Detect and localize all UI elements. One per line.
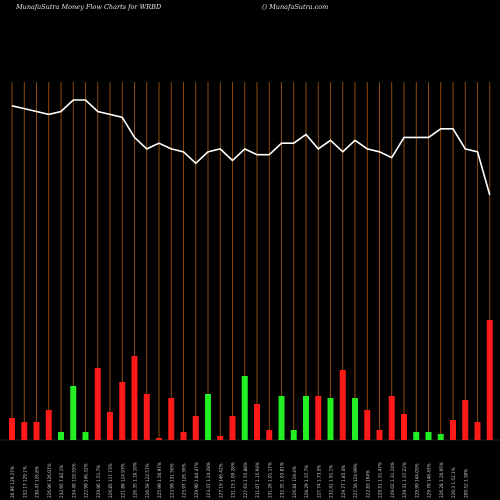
x-tick-label: 227.56 124.99% [353, 463, 358, 498]
x-tick-label: 229.96 1.51.7% [96, 465, 101, 498]
flow-bar [241, 376, 248, 440]
flow-bar [290, 430, 297, 440]
x-tick-label: 232.41 1.91.1% [329, 465, 334, 498]
flow-bar [94, 368, 101, 440]
flow-bar [303, 396, 309, 440]
flow-bar [462, 400, 469, 440]
flow-bar [474, 422, 481, 440]
flow-bar [278, 396, 285, 440]
flow-bar [45, 410, 52, 440]
flow-bar [143, 394, 150, 440]
x-tick-label: 221.89 124.93% [120, 463, 125, 498]
x-tick-label: 229.70 148.45% [427, 463, 432, 498]
flow-bar [229, 416, 236, 440]
x-tick-label: 229.51 1.31.47% [378, 462, 383, 498]
x-tick-label: 223.47 1.24.28% [206, 462, 211, 498]
x-tick-label: 226.96 126.07% [47, 463, 52, 498]
price-line [11, 99, 491, 196]
x-tick-label: 227.74 1.73.5% [316, 465, 321, 498]
x-tick-label: 225.97 126.36% [182, 463, 187, 498]
flow-bar [107, 412, 113, 440]
flow-bar [217, 436, 224, 440]
x-tick-label: 226.28 1.20.95% [439, 462, 444, 498]
x-tick-label: 230.47 126.8% [35, 466, 40, 498]
flow-bar [388, 396, 395, 440]
x-tick-label: 229.77 1.85.4% [341, 465, 346, 498]
x-tick-label: 227.19 146.42% [218, 463, 223, 498]
chart-header: MunafaSutra Money Flow Charts for WRBD (… [0, 0, 500, 14]
flow-bar [425, 432, 432, 440]
flow-bar [437, 434, 444, 440]
flow-bar [376, 430, 383, 440]
x-tick-label: 231.07 1.15.94% [255, 462, 260, 498]
x-tick-label: 231.15 1.09.28% [231, 462, 236, 498]
x-tick-label: 229.02 1.31.24% [390, 462, 395, 498]
flow-bar [364, 410, 371, 440]
flow-bar [180, 432, 187, 440]
flow-bar [327, 398, 334, 440]
x-tick-label: 226.84 119.4% [292, 466, 297, 498]
flow-bar [192, 416, 199, 440]
x-tick-label: 234.49 119.55% [71, 463, 76, 498]
flow-bar [168, 398, 175, 440]
flow-bar [413, 432, 420, 440]
x-tick-label: 225.99 1.50.97% [157, 462, 162, 498]
x-tick-label: 226.59 122.57% [145, 463, 150, 498]
flow-bar [315, 396, 322, 440]
x-tick-label: 232.17 129.1% [22, 466, 27, 498]
flow-bar [70, 386, 77, 440]
site-credit: () MunafaSutra.com [262, 3, 329, 11]
x-tick-label: 229.31 1.37.22% [402, 462, 407, 498]
chart-title: MunafaSutra Money Flow Charts for WRBD [16, 3, 162, 11]
x-tick-label: 232.35 1.03.81% [280, 462, 285, 498]
flow-bar [58, 432, 64, 440]
flow-bar [450, 420, 456, 440]
x-tick-label: 20.96 129.27% [10, 466, 15, 498]
flow-bar [156, 438, 162, 440]
x-tick-label: 229.99 144.05% [414, 463, 419, 498]
x-tick-label: 226.85 117.73% [108, 463, 113, 498]
x-tick-label: 222.99 146.32% [84, 463, 89, 498]
flow-bar [131, 356, 138, 440]
x-tick-label: 223.99 131.56% [169, 463, 174, 498]
x-tick-label: 232.95 7.82.1% [59, 465, 64, 498]
flow-bar [21, 422, 28, 440]
flow-bar [339, 370, 346, 440]
flow-bar [33, 422, 40, 440]
flow-bar [486, 320, 493, 440]
x-tick-label: 209.52 1.30% [463, 469, 468, 498]
flow-bar [254, 404, 260, 440]
flow-bar [352, 398, 358, 440]
x-tick-label: 231.26 1.01.17% [267, 462, 272, 498]
flow-bar [401, 414, 407, 440]
x-tick-label: 227.63 1.55.88% [243, 462, 248, 498]
x-tick-label: 222.83 164% [365, 470, 370, 498]
flow-bar [266, 430, 273, 440]
flow-bar [82, 432, 89, 440]
flow-bar [119, 382, 126, 440]
flow-bar [9, 418, 15, 440]
x-tick-label: 220.3 1.52.1% [451, 467, 456, 498]
x-tick-label: 226.35 1.10.10% [133, 462, 138, 498]
x-tick-label: 229.90 1.84.47% [194, 462, 199, 498]
x-tick-label: 228.29 1.37.7% [304, 465, 309, 498]
flow-bar [205, 394, 211, 440]
